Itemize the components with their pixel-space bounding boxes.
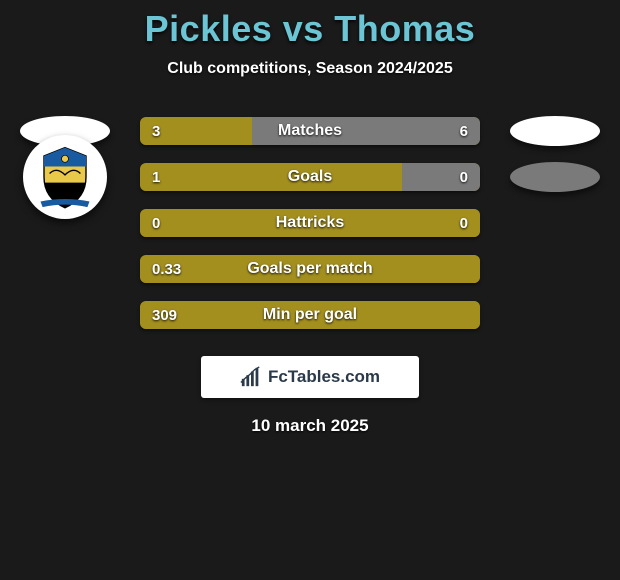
- page-subtitle: Club competitions, Season 2024/2025: [0, 60, 620, 78]
- stat-bar-right: [402, 163, 480, 191]
- watermark[interactable]: FcTables.com: [201, 356, 419, 398]
- stat-bar: 0.33 Goals per match: [140, 255, 480, 283]
- comparison-panel: Pickles vs Thomas Club competitions, Sea…: [0, 0, 620, 436]
- stat-bar: 309 Min per goal: [140, 301, 480, 329]
- player-badge-right: [510, 116, 600, 146]
- page-title: Pickles vs Thomas: [0, 8, 620, 50]
- stat-bar-left: [140, 209, 480, 237]
- stat-bar-left: [140, 163, 402, 191]
- stat-row: 0.33 Goals per match: [0, 246, 620, 292]
- watermark-text: FcTables.com: [268, 367, 380, 387]
- stat-row: 0 Hattricks 0: [0, 200, 620, 246]
- bar-chart-icon: [240, 366, 262, 388]
- stat-bar-left: [140, 255, 480, 283]
- stat-bar-left: [140, 301, 480, 329]
- stat-bar-right: [252, 117, 480, 145]
- player-badge-right: [510, 162, 600, 192]
- stat-bar: 1 Goals 0: [140, 163, 480, 191]
- date-label: 10 march 2025: [0, 416, 620, 436]
- stat-rows: 3 Matches 6 1 Goals 0 0 Hattricks 0: [0, 108, 620, 338]
- stat-bar-left: [140, 117, 252, 145]
- stat-row: 309 Min per goal: [0, 292, 620, 338]
- stat-bar: 0 Hattricks 0: [140, 209, 480, 237]
- stat-bar: 3 Matches 6: [140, 117, 480, 145]
- stat-row: 1 Goals 0: [0, 154, 620, 200]
